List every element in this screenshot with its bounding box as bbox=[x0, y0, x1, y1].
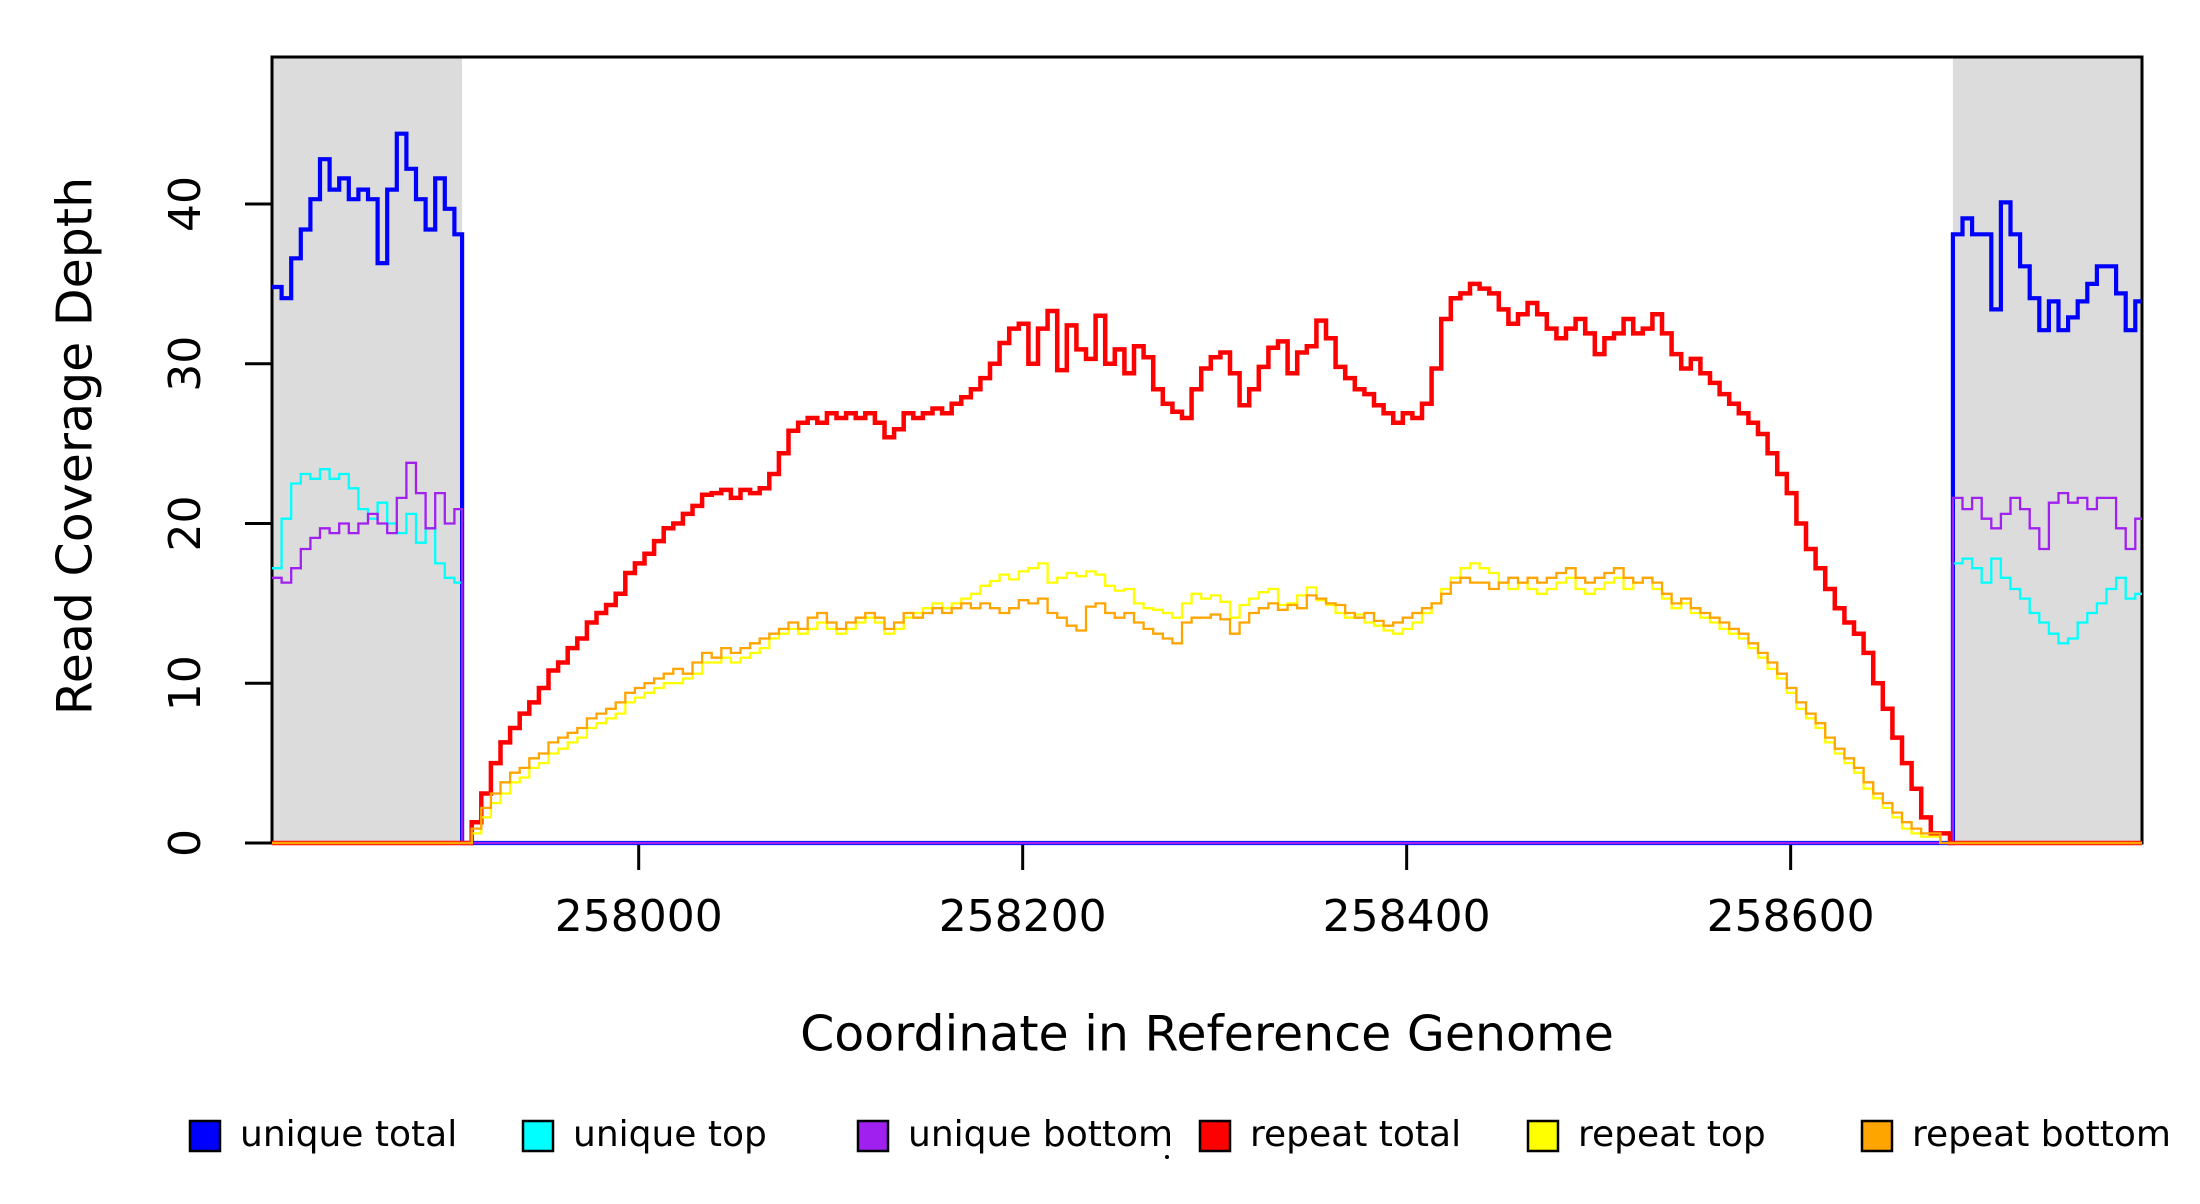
unique-region-left bbox=[272, 57, 463, 843]
stray-dot bbox=[1165, 1155, 1169, 1159]
legend-item-label: unique top bbox=[573, 1114, 767, 1155]
series-line-unique-total bbox=[272, 131, 2142, 846]
y-tick-label: 20 bbox=[160, 495, 211, 551]
x-tick-label: 258600 bbox=[1707, 891, 1875, 942]
x-tick-label: 258400 bbox=[1323, 891, 1491, 942]
legend: unique total unique top unique bottom repea… bbox=[188, 1114, 2171, 1159]
legend-swatch-repeat-total bbox=[1198, 1119, 1232, 1153]
legend-item-unique-total: unique total bbox=[188, 1114, 457, 1155]
y-tick-label: 40 bbox=[160, 176, 211, 232]
legend-item-repeat-top: repeat top bbox=[1526, 1114, 1766, 1155]
legend-item-label: repeat bottom bbox=[1912, 1114, 2171, 1155]
x-axis-title: Coordinate in Reference Genome bbox=[800, 1006, 1614, 1063]
x-tick-label: 258200 bbox=[939, 891, 1107, 942]
chart-layer: 258000 258200 258400 258600 0 10 20 30 40 bbox=[160, 55, 2144, 942]
legend-swatch-repeat-bottom bbox=[1860, 1119, 1894, 1153]
x-tick-label: 258000 bbox=[555, 891, 723, 942]
legend-item-label: repeat total bbox=[1250, 1114, 1461, 1155]
series-line-repeat-top bbox=[272, 562, 2142, 845]
y-axis-title: Read Coverage Depth bbox=[47, 177, 104, 715]
legend-swatch-unique-bottom bbox=[856, 1119, 890, 1153]
legend-item-unique-bottom: unique bottom bbox=[856, 1114, 1173, 1155]
legend-item-label: unique total bbox=[240, 1114, 457, 1155]
unique-region-right bbox=[1952, 57, 2142, 843]
legend-item-repeat-bottom: repeat bottom bbox=[1860, 1114, 2171, 1155]
series-line-repeat-total bbox=[272, 281, 2142, 846]
legend-swatch-unique-total bbox=[188, 1119, 222, 1153]
y-tick-label: 10 bbox=[160, 655, 211, 711]
y-tick-label: 0 bbox=[160, 829, 211, 857]
legend-swatch-unique-top bbox=[521, 1119, 555, 1153]
legend-item-label: repeat top bbox=[1578, 1114, 1766, 1155]
legend-item-repeat-total: repeat total bbox=[1198, 1114, 1461, 1155]
series-line-unique-top bbox=[272, 468, 2142, 845]
plot-frame bbox=[270, 55, 2144, 845]
legend-swatch-repeat-top bbox=[1526, 1119, 1560, 1153]
y-tick-label: 30 bbox=[160, 336, 211, 392]
series-line-repeat-bottom bbox=[272, 567, 2142, 845]
legend-item-unique-top: unique top bbox=[521, 1114, 767, 1155]
legend-item-label: unique bottom bbox=[908, 1114, 1173, 1155]
